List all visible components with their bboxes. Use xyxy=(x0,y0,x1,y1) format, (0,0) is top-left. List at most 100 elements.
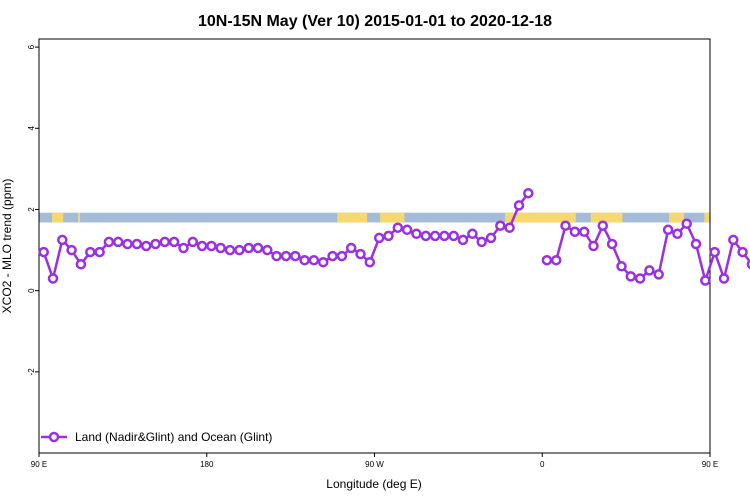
data-point xyxy=(597,220,609,231)
data-point xyxy=(606,238,618,250)
map-strip-land xyxy=(78,212,81,223)
map-strip-land xyxy=(704,212,710,223)
y-tick-label: -2 xyxy=(27,368,36,376)
data-point xyxy=(439,230,450,242)
data-point xyxy=(746,259,750,270)
data-point xyxy=(215,242,226,254)
data-point xyxy=(457,234,469,246)
x-tick-label: 90 E xyxy=(31,460,47,469)
data-point xyxy=(308,254,320,266)
data-point xyxy=(140,240,152,252)
map-strip-land xyxy=(337,212,368,223)
data-point xyxy=(196,240,208,252)
y-tick-label: 6 xyxy=(27,44,36,49)
map-strip-land xyxy=(504,212,576,223)
data-point xyxy=(653,269,664,280)
data-point xyxy=(364,256,376,268)
data-point xyxy=(122,238,133,250)
map-strip-ocean xyxy=(39,212,710,223)
legend-marker xyxy=(48,431,60,443)
data-point xyxy=(168,236,180,248)
data-point xyxy=(159,236,171,248)
data-point xyxy=(550,254,562,266)
data-point xyxy=(411,228,422,240)
data-point xyxy=(187,236,199,248)
data-point xyxy=(262,244,273,256)
data-point xyxy=(495,220,506,231)
data-point xyxy=(290,250,301,262)
data-point xyxy=(672,228,683,240)
data-point xyxy=(206,240,217,252)
data-point xyxy=(345,242,357,254)
data-point xyxy=(234,244,245,256)
data-point xyxy=(625,271,637,282)
map-strip-land xyxy=(668,212,684,223)
data-point xyxy=(560,220,571,231)
data-point xyxy=(616,261,627,272)
data-point xyxy=(690,238,702,250)
data-point xyxy=(737,246,748,258)
map-strip xyxy=(39,212,710,223)
data-point xyxy=(523,187,534,199)
data-point xyxy=(38,246,49,258)
data-point xyxy=(700,275,711,286)
data-point xyxy=(57,234,68,246)
data-point xyxy=(662,224,674,236)
data-point xyxy=(588,240,599,252)
data-point xyxy=(252,242,264,254)
y-tick-label: 4 xyxy=(27,126,36,131)
chart-title: 10N-15N May (Ver 10) 2015-01-01 to 2020-… xyxy=(198,13,552,30)
data-point xyxy=(569,226,581,238)
data-point xyxy=(94,246,105,258)
map-strip-land xyxy=(380,212,405,223)
data-point xyxy=(383,230,394,242)
data-point xyxy=(644,265,655,276)
legend-label: Land (Nadir&Glint) and Ocean (Glint) xyxy=(75,430,272,444)
data-point xyxy=(728,234,739,246)
series-layer xyxy=(38,187,750,286)
data-point xyxy=(355,248,366,260)
data-point xyxy=(718,273,730,284)
data-point xyxy=(75,259,87,270)
data-point xyxy=(280,250,292,262)
data-point xyxy=(485,232,497,244)
data-point xyxy=(299,254,310,266)
data-point xyxy=(224,244,236,256)
data-point xyxy=(401,224,413,236)
x-tick-label: 90 W xyxy=(365,460,384,469)
data-point xyxy=(317,256,329,268)
data-point xyxy=(243,242,254,254)
data-point xyxy=(420,230,432,242)
data-point xyxy=(373,232,385,244)
data-point xyxy=(709,246,720,258)
y-tick-label: 2 xyxy=(27,207,36,212)
data-point xyxy=(336,250,348,262)
data-point xyxy=(150,238,161,250)
data-point xyxy=(271,250,282,262)
data-point xyxy=(504,222,515,233)
y-axis: -2 0 2 4 6 xyxy=(27,44,39,375)
legend: Land (Nadir&Glint) and Ocean (Glint) xyxy=(41,430,272,444)
data-point xyxy=(112,236,124,248)
data-point xyxy=(131,238,143,250)
data-point xyxy=(634,273,646,284)
data-point xyxy=(66,244,77,256)
map-strip-land xyxy=(590,212,623,223)
x-axis-label: Longitude (deg E) xyxy=(326,477,421,491)
y-axis-label: XCO2 - MLO trend (ppm) xyxy=(0,179,14,314)
data-point xyxy=(103,236,115,248)
data-point xyxy=(429,230,441,242)
data-point xyxy=(578,226,590,238)
map-strip-land xyxy=(52,212,64,223)
x-tick-label: 180 xyxy=(200,460,214,469)
data-point xyxy=(476,236,487,248)
data-point xyxy=(47,273,59,284)
data-point xyxy=(681,218,692,229)
data-point xyxy=(513,200,525,211)
data-point xyxy=(541,254,553,266)
x-tick-label: 0 xyxy=(540,460,545,469)
y-tick-label: 0 xyxy=(27,288,36,293)
data-point xyxy=(467,228,478,240)
data-point xyxy=(392,222,404,233)
data-point xyxy=(178,242,189,254)
